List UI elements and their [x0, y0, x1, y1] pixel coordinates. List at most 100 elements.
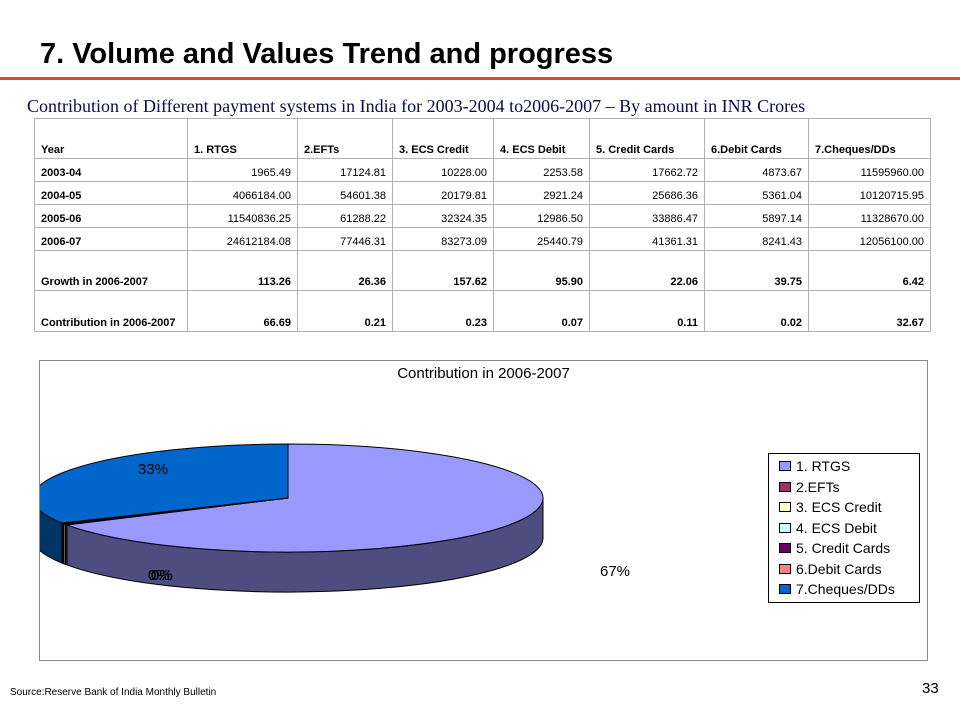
table-cell: 54601.38 — [297, 181, 393, 205]
legend-swatch — [779, 502, 791, 513]
column-header: 4. ECS Debit — [493, 118, 590, 159]
table-cell: 4066184.00 — [187, 181, 298, 205]
source-note: Source:Reserve Bank of India Monthly Bul… — [10, 687, 217, 698]
column-header: 7.Cheques/DDs — [808, 118, 931, 159]
table-cell: 24612184.08 — [187, 227, 298, 251]
row-year: 2004-05 — [34, 181, 188, 205]
table-cell: 61288.22 — [297, 204, 393, 228]
table-cell: 41361.31 — [589, 227, 705, 251]
table-cell: 33886.47 — [589, 204, 705, 228]
growth-row: Growth in 2006-2007 113.26 26.36 157.62 95.9… — [34, 250, 931, 291]
legend-label: 7.Cheques/DDs — [796, 581, 895, 598]
table-cell: 11540836.25 — [187, 204, 298, 228]
table-cell: 0.21 — [297, 290, 393, 332]
table-cell: 17662.72 — [589, 158, 705, 182]
table-cell: 1965.49 — [187, 158, 298, 182]
title-rule — [0, 77, 960, 80]
column-header: 1. RTGS — [187, 118, 298, 159]
table-cell: 4873.67 — [704, 158, 809, 182]
table-cell: 25686.36 — [589, 181, 705, 205]
row-label: Growth in 2006-2007 — [34, 250, 188, 291]
table-row: 2006-07 24612184.08 77446.31 83273.09 25440.… — [34, 227, 931, 251]
legend-swatch — [779, 461, 791, 472]
chart-legend: 1. RTGS 2.EFTs 3. ECS Credit 4. ECS Debit 5.… — [768, 453, 920, 603]
pie-slice — [66, 443, 544, 553]
table-cell: 0.11 — [589, 290, 705, 332]
table-cell: 8241.43 — [704, 227, 809, 251]
table-cell: 2253.58 — [493, 158, 590, 182]
table-cell: 10228.00 — [392, 158, 494, 182]
legend-swatch — [779, 522, 791, 533]
table-cell: 12986.50 — [493, 204, 590, 228]
table-cell: 6.42 — [808, 250, 931, 291]
slice-label: 67% — [600, 563, 630, 580]
legend-swatch — [779, 543, 791, 554]
legend-label: 1. RTGS — [796, 458, 851, 475]
page-number: 33 — [922, 680, 939, 697]
chart-title: Contribution in 2006-2007 — [397, 365, 570, 382]
table-cell: 25440.79 — [493, 227, 590, 251]
slice-label: 0% — [151, 567, 173, 584]
slice-label: 0% — [148, 567, 170, 584]
table-cell: 157.62 — [392, 250, 494, 291]
legend-swatch — [779, 563, 791, 574]
column-header: 5. Credit Cards — [589, 118, 705, 159]
legend-item: 2.EFTs — [769, 477, 919, 498]
table-cell: 83273.09 — [392, 227, 494, 251]
slice-label: 0% — [148, 567, 170, 584]
table-cell: 77446.31 — [297, 227, 393, 251]
table-cell: 2921.24 — [493, 181, 590, 205]
slice-label: 0% — [151, 567, 173, 584]
table-cell: 113.26 — [187, 250, 298, 291]
table-cell: 95.90 — [493, 250, 590, 291]
table-cell: 22.06 — [589, 250, 705, 291]
pie-chart: 67%0%0%0%0%0%33% — [40, 443, 630, 593]
column-header: Year — [34, 118, 188, 159]
table-row: 2003-04 1965.49 17124.81 10228.00 2253.58 176… — [34, 158, 931, 182]
slide-title: 7. Volume and Values Trend and progress — [40, 38, 614, 70]
legend-label: 6.Debit Cards — [796, 560, 882, 577]
contribution-row: Contribution in 2006-2007 66.69 0.21 0.23 0.… — [34, 290, 931, 332]
table-cell: 0.02 — [704, 290, 809, 332]
column-header: 2.EFTs — [297, 118, 393, 159]
table-header-row: Year 1. RTGS 2.EFTs 3. ECS Credit 4. ECS Deb… — [34, 118, 931, 159]
table-cell: 11595960.00 — [808, 158, 931, 182]
legend-label: 2.EFTs — [796, 478, 840, 495]
table-cell: 5361.04 — [704, 181, 809, 205]
legend-label: 5. Credit Cards — [796, 540, 891, 557]
table-cell: 39.75 — [704, 250, 809, 291]
table-row: 2004-05 4066184.00 54601.38 20179.81 2921.24… — [34, 181, 931, 205]
column-header: 6.Debit Cards — [704, 118, 809, 159]
table-cell: 10120715.95 — [808, 181, 931, 205]
table-cell: 0.07 — [493, 290, 590, 332]
legend-item: 5. Credit Cards — [769, 538, 919, 559]
payment-systems-table: Year 1. RTGS 2.EFTs 3. ECS Credit 4. ECS Deb… — [34, 118, 931, 332]
legend-label: 3. ECS Credit — [796, 499, 882, 516]
table-cell: 5897.14 — [704, 204, 809, 228]
row-year: 2003-04 — [34, 158, 188, 182]
column-header: 3. ECS Credit — [392, 118, 494, 159]
legend-swatch — [779, 584, 791, 595]
slice-label: 33% — [138, 461, 168, 478]
table-cell: 11328670.00 — [808, 204, 931, 228]
table-cell: 0.23 — [392, 290, 494, 332]
table-cell: 32.67 — [808, 290, 931, 332]
slice-label: 0% — [151, 567, 173, 584]
row-year: 2005-06 — [34, 204, 188, 228]
legend-label: 4. ECS Debit — [796, 519, 877, 536]
table-cell: 12056100.00 — [808, 227, 931, 251]
table-cell: 32324.35 — [392, 204, 494, 228]
row-year: 2006-07 — [34, 227, 188, 251]
legend-item: 6.Debit Cards — [769, 559, 919, 580]
pie-slice — [40, 443, 289, 524]
legend-item: 7.Cheques/DDs — [769, 579, 919, 600]
table-subtitle: Contribution of Different payment system… — [27, 96, 806, 116]
table-cell: 26.36 — [297, 250, 393, 291]
pie-chart-panel: Contribution in 2006-2007 67% 0% 0% 0% 0% 0% 3… — [39, 360, 928, 661]
legend-swatch — [779, 481, 791, 492]
table-cell: 17124.81 — [297, 158, 393, 182]
legend-item: 3. ECS Credit — [769, 497, 919, 518]
legend-item: 1. RTGS — [769, 456, 919, 477]
row-label: Contribution in 2006-2007 — [34, 290, 188, 332]
legend-item: 4. ECS Debit — [769, 518, 919, 539]
